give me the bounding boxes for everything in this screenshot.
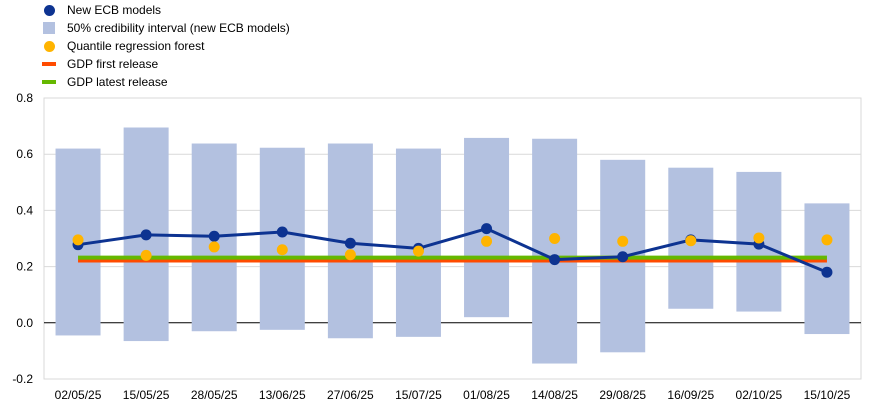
ecb-point: [208, 230, 220, 242]
qrf-point: [412, 245, 424, 257]
qrf-point: [549, 233, 561, 244]
interval-bar: [259, 147, 305, 330]
ecb-series-line: [77, 227, 828, 274]
legend-swatch: [40, 80, 58, 84]
legend-label: 50% credibility interval (new ECB models…: [67, 21, 290, 35]
legend-item-gdp-first-release: GDP first release: [40, 55, 290, 73]
x-tick-label: 16/09/25: [667, 388, 714, 402]
x-tick-labels: 02/05/25 15/05/25 28/05/25 13/06/25 27/06/25…: [55, 388, 851, 402]
legend-label: Quantile regression forest: [67, 39, 205, 53]
ecb-point: [821, 266, 833, 278]
gdp-lines: [78, 255, 827, 263]
qrf-point: [140, 249, 152, 261]
y-tick-label: 0.8: [16, 91, 33, 105]
x-tick-label: 27/06/25: [327, 388, 374, 402]
ecb-point: [344, 237, 356, 249]
x-tick-label: 29/08/25: [599, 388, 646, 402]
qrf-point: [753, 232, 765, 244]
qrf-point: [208, 241, 220, 253]
x-tick-label: 13/06/25: [259, 388, 306, 402]
legend-swatch: [40, 62, 58, 66]
x-tick-label: 15/07/25: [395, 388, 442, 402]
y-tick-label: -0.2: [12, 372, 33, 386]
qrf-point: [821, 234, 833, 246]
legend-item-credibility-interval: 50% credibility interval (new ECB models…: [40, 19, 290, 37]
ecb-point: [140, 229, 152, 241]
legend-item-new-ecb-models: New ECB models: [40, 1, 290, 19]
x-tick-label: 14/08/25: [531, 388, 578, 402]
y-tick-labels: -0.2 0.0 0.2 0.4 0.6 0.8: [12, 91, 33, 386]
qrf-point: [72, 234, 84, 246]
y-tick-label: 0.4: [16, 203, 33, 217]
ecb-point: [549, 254, 561, 266]
legend-item-quantile-regression-forest: Quantile regression forest: [40, 37, 290, 55]
qrf-point: [481, 235, 493, 247]
legend-swatch: [40, 22, 58, 34]
interval-bars: [55, 127, 850, 364]
ecb-point: [276, 226, 288, 238]
qrf-point: [685, 235, 697, 247]
legend: New ECB models 50% credibility interval …: [40, 1, 290, 91]
legend-item-gdp-latest-release: GDP latest release: [40, 73, 290, 91]
x-tick-label: 15/10/25: [804, 388, 851, 402]
x-tick-label: 02/05/25: [55, 388, 102, 402]
legend-label: GDP latest release: [67, 75, 168, 89]
x-tick-label: 02/10/25: [736, 388, 783, 402]
ecb-point: [617, 251, 629, 263]
legend-label: New ECB models: [67, 3, 162, 17]
legend-swatch: [40, 4, 58, 16]
ecb-point: [481, 223, 493, 235]
qrf-point: [344, 249, 356, 261]
points: [72, 223, 833, 278]
x-tick-label: 01/08/25: [463, 388, 510, 402]
x-tick-label: 28/05/25: [191, 388, 238, 402]
y-tick-label: 0.6: [16, 147, 33, 161]
y-tick-label: 0.0: [16, 316, 33, 330]
qrf-point: [276, 244, 288, 256]
gridlines: [43, 97, 862, 380]
legend-swatch: [40, 40, 58, 52]
y-tick-label: 0.2: [16, 260, 33, 274]
qrf-point: [617, 235, 629, 247]
ecb-line: [77, 227, 828, 274]
legend-label: GDP first release: [67, 57, 159, 71]
x-tick-label: 15/05/25: [123, 388, 170, 402]
